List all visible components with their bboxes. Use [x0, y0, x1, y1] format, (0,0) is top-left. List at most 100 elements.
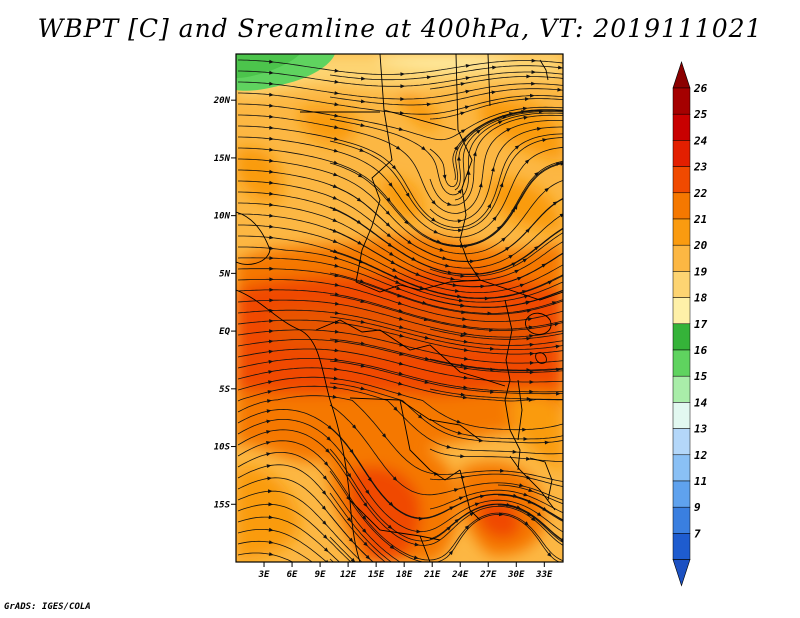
- streamline: [329, 65, 563, 81]
- lon-tick-label: 3E: [258, 570, 270, 580]
- streamline-arrowhead: [325, 448, 330, 454]
- streamline-arrowhead: [333, 148, 339, 153]
- streamline-arrowhead: [463, 366, 469, 370]
- streamline-arrowhead: [388, 182, 393, 188]
- streamline-arrowhead: [266, 419, 272, 424]
- streamline-arrowhead: [502, 115, 508, 119]
- streamline-arrowhead: [531, 58, 537, 63]
- streamline-arrowhead: [454, 289, 460, 293]
- streamline-arrowhead: [357, 173, 363, 178]
- streamline-arrowhead: [460, 392, 466, 397]
- streamline-arrowhead: [334, 113, 340, 118]
- streamline-arrowhead: [334, 255, 339, 260]
- streamline-arrowhead: [456, 419, 462, 424]
- streamline-arrowhead: [382, 433, 387, 439]
- streamline: [429, 76, 563, 90]
- streamline-arrowhead: [526, 397, 532, 401]
- streamline-arrowhead: [424, 335, 430, 340]
- streamline: [429, 503, 563, 541]
- colorbar-label: 23: [693, 161, 708, 174]
- streamline-arrowhead: [541, 263, 547, 268]
- streamline-arrowhead: [463, 356, 469, 361]
- streamline-arrowhead: [526, 512, 532, 517]
- colorbar-label: 26: [693, 82, 708, 95]
- latitude-axis: 20N 15N 10N 5N EQ 5S 10S 15S: [213, 96, 236, 510]
- streamline-arrowhead: [521, 109, 526, 114]
- streamline: [329, 426, 563, 521]
- streamline-arrowhead: [423, 317, 429, 322]
- streamline: [329, 272, 563, 314]
- streamline-arrowhead: [387, 524, 393, 529]
- streamline-arrowhead: [268, 540, 274, 544]
- streamline-arrowhead: [321, 490, 327, 496]
- streamline-arrowhead: [400, 72, 406, 77]
- streamline-arrowhead: [526, 456, 531, 461]
- colorbar-label: 24: [693, 134, 708, 147]
- streamline: [429, 358, 563, 371]
- streamline-arrowhead: [334, 348, 340, 353]
- streamline-arrowhead: [360, 99, 366, 104]
- streamline-arrowhead: [530, 93, 535, 98]
- streamline-arrowhead: [349, 449, 354, 454]
- streamline-arrowhead: [524, 159, 530, 164]
- streamline-arrowhead: [460, 333, 466, 338]
- streamline-arrowhead: [332, 239, 338, 243]
- colorbar: 26 25 24 23 22 21 20 19 18 17 16 15 14 13 12 11 9 7: [672, 61, 708, 587]
- streamline-arrowhead: [360, 341, 366, 346]
- colorbar-swatch: [672, 454, 691, 482]
- streamline-arrowhead: [356, 197, 362, 202]
- streamline-arrowhead: [392, 268, 398, 272]
- streamline-arrowhead: [536, 512, 542, 517]
- streamline-arrowhead: [514, 269, 520, 274]
- streamline-arrowhead: [334, 282, 340, 287]
- streamline-arrowhead: [269, 287, 274, 292]
- lat-tick-label: 10S: [214, 443, 231, 453]
- streamline-arrowhead: [360, 123, 366, 127]
- streamline-arrowhead: [268, 370, 274, 374]
- longitude-axis: 3E 6E 9E 12E 15E 18E 21E 24E 27E 30E 33E: [258, 562, 553, 580]
- streamline-arrowhead: [363, 502, 368, 508]
- streamline-arrowhead: [324, 461, 329, 467]
- colorbar-swatch: [672, 192, 691, 220]
- streamline-arrowhead: [334, 91, 340, 95]
- lon-tick-label: 9E: [315, 570, 326, 580]
- streamline-arrowhead: [526, 336, 532, 341]
- streamline-arrowhead: [400, 84, 406, 89]
- streamline-arrowhead: [407, 240, 413, 245]
- streamline-arrowhead: [269, 319, 274, 323]
- streamline-arrowhead: [491, 90, 497, 95]
- streamline-arrowhead: [334, 68, 340, 73]
- lon-tick-label: 24E: [451, 570, 469, 580]
- streamline-arrowhead: [453, 488, 459, 492]
- streamline-arrowhead: [558, 65, 563, 70]
- colorbar-swatch: [672, 349, 691, 377]
- wbpt-field: [236, 54, 563, 562]
- streamline-arrowhead: [523, 437, 529, 441]
- streamline-arrowhead: [269, 180, 274, 185]
- streamline-arrowhead: [556, 367, 561, 372]
- streamline-arrowhead: [395, 280, 401, 284]
- streamline-arrowhead: [446, 526, 452, 531]
- streamline-arrowhead: [505, 246, 510, 251]
- streamline-arrowhead: [269, 191, 274, 196]
- streamline-arrowhead: [322, 475, 328, 481]
- streamline-arrowhead: [413, 555, 419, 560]
- streamline-arrowhead: [452, 283, 458, 287]
- streamline-arrowhead: [529, 389, 534, 394]
- colorbar-swatch: [672, 533, 691, 560]
- streamline-arrowhead: [334, 329, 340, 334]
- streamline-arrowhead: [424, 380, 430, 384]
- streamline-arrowhead: [400, 97, 405, 101]
- streamline-arrowhead: [439, 247, 445, 252]
- streamline-arrowhead: [489, 346, 495, 351]
- colorbar-label: 22: [693, 187, 708, 200]
- streamline-arrowhead: [269, 147, 274, 152]
- streamline-arrows: [266, 58, 563, 562]
- lon-tick-label: 6E: [287, 570, 298, 580]
- streamline-arrowhead: [323, 547, 329, 553]
- country-borders: [236, 54, 563, 562]
- streamline-arrowhead: [404, 219, 409, 225]
- streamline-arrowhead: [360, 363, 366, 368]
- colorbar-label: 21: [693, 213, 707, 226]
- streamline: [329, 294, 563, 331]
